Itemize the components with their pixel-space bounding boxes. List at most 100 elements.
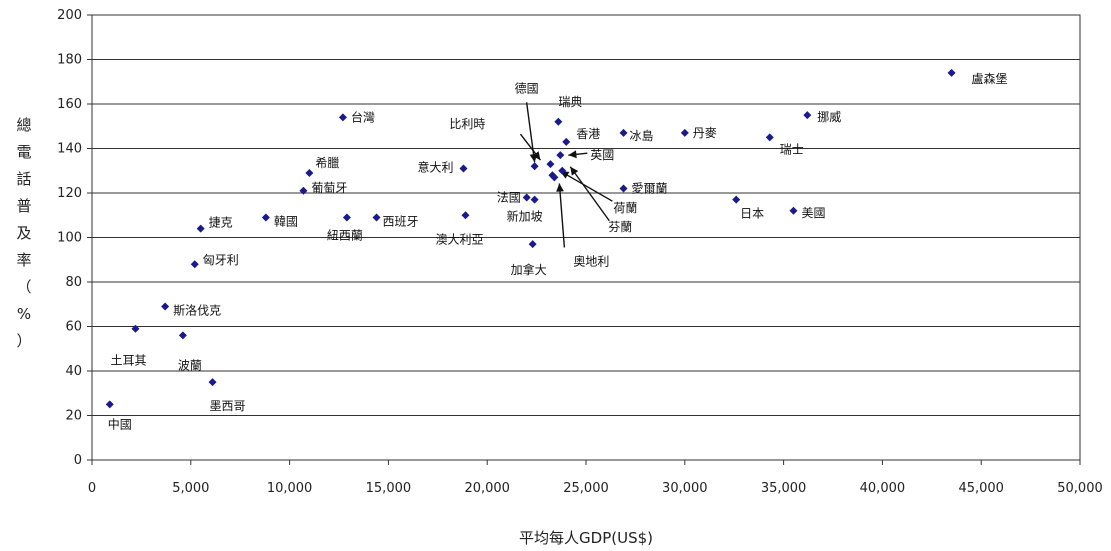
x-tick-label: 5,000	[172, 481, 209, 496]
data-point	[461, 211, 470, 220]
point-label: 英國	[590, 148, 614, 162]
y-tick-label: 20	[65, 409, 82, 424]
data-point	[372, 213, 381, 222]
point-label: 香港	[576, 127, 600, 141]
data-point	[619, 184, 628, 193]
annotation-arrowhead	[568, 150, 577, 159]
data-point	[732, 195, 741, 204]
y-tick-label: 0	[74, 453, 82, 468]
point-label: 希臘	[315, 155, 339, 170]
point-label: 愛爾蘭	[632, 182, 668, 196]
data-point	[550, 173, 559, 182]
data-point	[528, 240, 537, 249]
data-point	[619, 128, 628, 137]
x-tick-label: 25,000	[563, 481, 609, 496]
y-axis-title: 總電話普及率（%）	[16, 116, 31, 350]
x-tick-label: 30,000	[662, 481, 708, 496]
data-point	[196, 224, 205, 233]
y-tick-label: 60	[65, 320, 82, 335]
point-label: 波蘭	[178, 358, 202, 372]
data-point	[459, 164, 468, 173]
data-point	[131, 324, 140, 333]
y-tick-label: 140	[57, 142, 82, 157]
data-point	[546, 160, 555, 169]
data-point	[161, 302, 170, 311]
data-point	[190, 260, 199, 269]
data-point	[178, 331, 187, 340]
y-tick-label: 180	[57, 53, 82, 68]
data-point	[803, 111, 812, 120]
data-point	[261, 213, 270, 222]
data-point	[556, 151, 565, 160]
annotation-arrow-line	[560, 170, 613, 202]
point-label: 西班牙	[383, 214, 419, 228]
x-axis-title: 平均每人GDP(US$)	[519, 529, 653, 547]
data-point	[208, 378, 217, 387]
point-label: 中國	[108, 416, 132, 431]
annotation-arrowhead	[556, 183, 564, 192]
x-tick-label: 15,000	[366, 481, 412, 496]
annotation-arrows	[519, 102, 613, 248]
point-label: 捷克	[209, 216, 233, 230]
point-label: 日本	[740, 207, 764, 221]
point-label: 奧地利	[573, 254, 609, 268]
point-label: 德國	[515, 80, 539, 95]
x-tick-label: 20,000	[464, 481, 510, 496]
annotation-arrowhead	[570, 166, 579, 176]
point-label: 新加坡	[507, 209, 543, 224]
y-tick-label: 160	[57, 97, 82, 112]
data-point	[530, 162, 539, 171]
point-label: 墨西哥	[210, 399, 246, 413]
data-point	[562, 137, 571, 146]
x-tick-label: 10,000	[267, 481, 313, 496]
x-tick-label: 40,000	[860, 481, 906, 496]
y-tick-label: 120	[57, 186, 82, 201]
point-label: 冰島	[630, 128, 654, 143]
point-label: 澳大利亞	[435, 232, 483, 246]
x-tick-label: 45,000	[958, 481, 1004, 496]
data-point	[680, 128, 689, 137]
point-label: 美國	[801, 206, 825, 220]
data-point	[342, 213, 351, 222]
annotation-arrow-line	[525, 102, 536, 163]
y-tick-label: 100	[57, 231, 82, 246]
annotation-arrow-line	[569, 166, 610, 222]
data-point	[299, 186, 308, 195]
y-axis-ticks: 0 20 40 60 80 100 120 140 160 180 200	[57, 8, 92, 468]
point-label: 土耳其	[110, 354, 146, 368]
point-label: 台灣	[351, 109, 375, 124]
point-label: 紐西蘭	[327, 228, 363, 242]
y-tick-label: 80	[65, 275, 82, 290]
data-point	[305, 168, 314, 177]
point-label: 加拿大	[511, 262, 547, 277]
data-point	[789, 206, 798, 215]
data-point	[105, 400, 114, 409]
annotation-arrow-line	[558, 183, 566, 248]
data-point	[947, 68, 956, 77]
point-label: 匈牙利	[203, 253, 239, 267]
point-label: 芬蘭	[608, 220, 632, 234]
data-point	[338, 113, 347, 122]
annotation-arrowhead	[532, 151, 541, 161]
data-point	[530, 195, 539, 204]
point-label: 比利時	[449, 117, 485, 131]
point-label: 韓國	[274, 214, 298, 228]
y-tick-label: 200	[57, 8, 82, 23]
x-tick-label: 35,000	[761, 481, 807, 496]
point-label: 挪威	[817, 110, 841, 124]
data-point	[522, 193, 531, 202]
y-tick-label: 40	[65, 364, 82, 379]
point-label: 葡萄牙	[311, 181, 347, 195]
data-point	[554, 117, 563, 126]
data-point	[765, 133, 774, 142]
point-label: 意大利	[417, 160, 453, 175]
point-label: 法國	[497, 190, 521, 204]
point-label: 瑞士	[780, 142, 804, 156]
data-points	[105, 68, 956, 409]
x-tick-label: 0	[88, 481, 96, 496]
point-label: 丹麥	[693, 126, 717, 140]
data-point	[558, 166, 567, 175]
x-axis-ticks: 0 5,000 10,000 15,000 20,000 25,000 30,000 35,0…	[88, 460, 1103, 496]
